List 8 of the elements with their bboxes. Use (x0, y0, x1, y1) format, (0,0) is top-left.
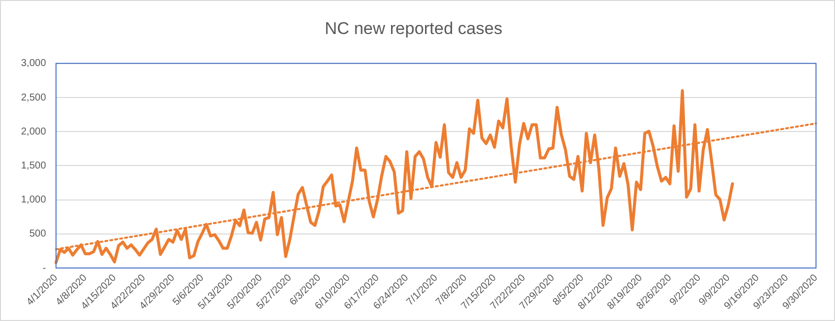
y-tick-label: 2,500 (20, 92, 46, 104)
y-tick-label: 3,000 (20, 58, 46, 70)
y-tick-label: 500 (29, 228, 46, 240)
chart-title: NC new reported cases (324, 18, 502, 38)
y-tick-label: 1,500 (20, 160, 46, 172)
y-tick-label: 2,000 (20, 126, 46, 138)
y-tick-label: - (42, 262, 46, 274)
y-tick-label: 1,000 (20, 194, 46, 206)
